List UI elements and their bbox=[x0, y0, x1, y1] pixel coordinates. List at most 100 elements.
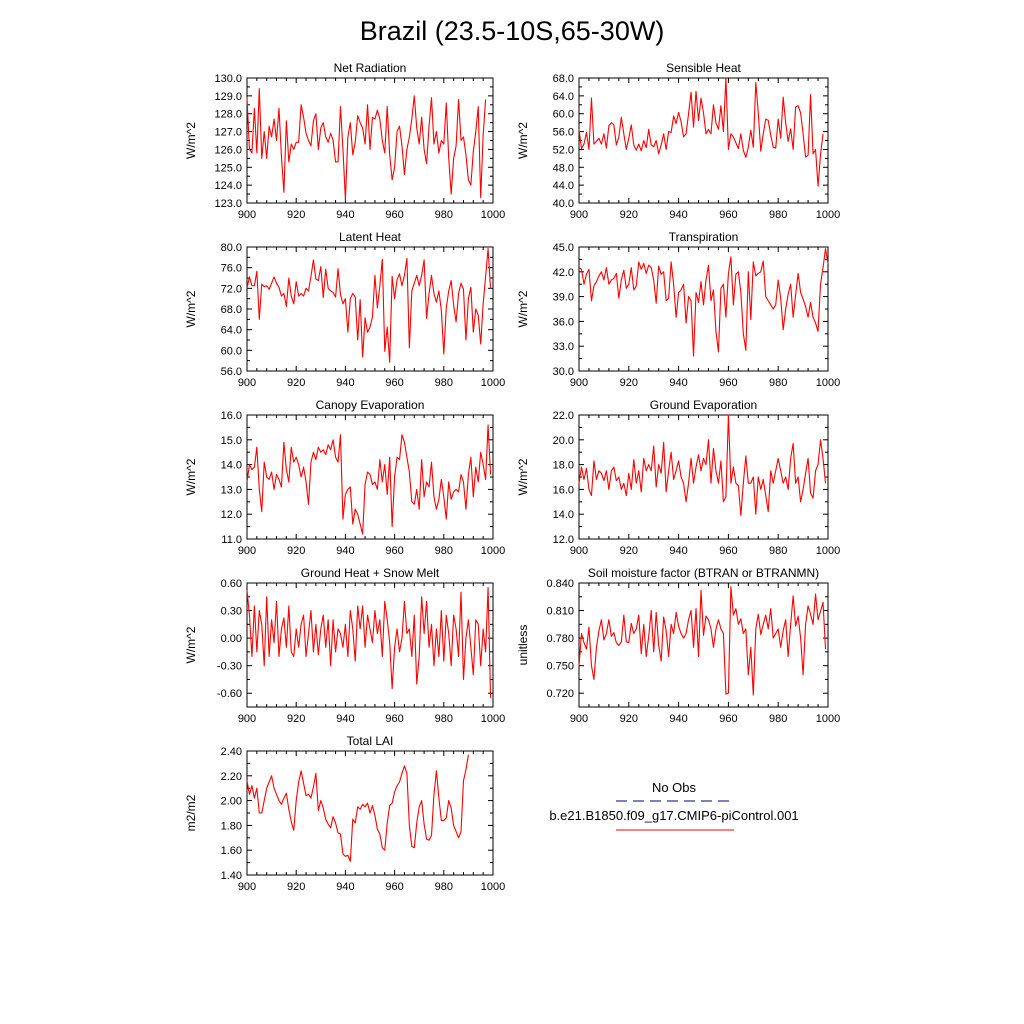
y-tick-label: 16.0 bbox=[553, 484, 574, 496]
y-tick-label: 0.780 bbox=[546, 633, 574, 645]
y-tick-label: 125.0 bbox=[214, 162, 242, 174]
y-tick-label: 12.0 bbox=[221, 509, 242, 521]
y-tick-label: 80.0 bbox=[221, 242, 242, 254]
panel-title: Latent Heat bbox=[339, 230, 402, 244]
y-tick-label: 126.0 bbox=[214, 144, 242, 156]
y-tick-label: 2.40 bbox=[221, 746, 242, 758]
x-tick-label: 940 bbox=[336, 377, 354, 389]
y-tick-label: 52.0 bbox=[553, 144, 574, 156]
y-tick-label: 128.0 bbox=[214, 109, 242, 121]
y-axis-label: unitless bbox=[516, 625, 530, 666]
y-tick-label: 0.810 bbox=[546, 606, 574, 618]
x-tick-label: 940 bbox=[669, 713, 687, 725]
x-tick-label: 940 bbox=[336, 713, 354, 725]
x-tick-label: 920 bbox=[620, 545, 638, 557]
series-line bbox=[578, 248, 829, 357]
y-axis-label: W/m^2 bbox=[516, 290, 530, 327]
y-tick-label: 11.0 bbox=[221, 534, 242, 546]
plot-frame bbox=[578, 414, 829, 540]
x-tick-label: 920 bbox=[287, 209, 305, 221]
legend-obs-label: No Obs bbox=[652, 780, 697, 795]
y-tick-label: -0.30 bbox=[217, 661, 242, 673]
x-tick-label: 980 bbox=[435, 209, 453, 221]
y-tick-label: 2.20 bbox=[221, 771, 242, 783]
x-tick-label: 920 bbox=[620, 377, 638, 389]
y-tick-label: 0.30 bbox=[221, 606, 242, 618]
series-line bbox=[246, 88, 487, 200]
chart-panel: Sensible Heat W/m^2 900 920 940 960 980 1000 68.… bbox=[516, 61, 840, 221]
y-tick-label: 36.0 bbox=[553, 316, 574, 328]
x-tick-label: 920 bbox=[620, 713, 638, 725]
x-tick-label: 1000 bbox=[481, 881, 505, 893]
x-tick-label: 1000 bbox=[816, 545, 840, 557]
y-tick-label: 39.0 bbox=[553, 292, 574, 304]
y-tick-label: 20.0 bbox=[553, 435, 574, 447]
x-tick-label: 900 bbox=[238, 377, 256, 389]
y-tick-label: 0.750 bbox=[546, 661, 574, 673]
panel-title: Total LAI bbox=[347, 734, 394, 748]
x-tick-label: 900 bbox=[238, 209, 256, 221]
x-tick-label: 940 bbox=[669, 209, 687, 221]
x-tick-label: 1000 bbox=[816, 713, 840, 725]
y-tick-label: 48.0 bbox=[553, 162, 574, 174]
y-tick-label: 1.80 bbox=[221, 820, 242, 832]
chart-panel: Latent Heat W/m^2 900 920 940 960 980 1000 80.0 7… bbox=[184, 230, 505, 389]
x-tick-label: 980 bbox=[769, 545, 787, 557]
panel-title: Sensible Heat bbox=[666, 61, 741, 75]
panels: Net Radiation W/m^2 900 920 940 960 980 1000 130… bbox=[184, 61, 840, 893]
x-tick-label: 1000 bbox=[481, 377, 505, 389]
plot-frame bbox=[246, 414, 494, 540]
y-tick-label: 0.60 bbox=[221, 578, 242, 590]
y-tick-label: 68.0 bbox=[553, 73, 574, 85]
x-tick-label: 1000 bbox=[481, 209, 505, 221]
chart-panel: Soil moisture factor (BTRAN or BTRANMN) u… bbox=[516, 566, 840, 725]
x-tick-label: 920 bbox=[287, 881, 305, 893]
y-tick-label: 13.0 bbox=[221, 484, 242, 496]
x-tick-label: 980 bbox=[435, 713, 453, 725]
series-line bbox=[246, 248, 492, 363]
x-tick-label: 960 bbox=[385, 881, 403, 893]
y-tick-label: 123.0 bbox=[214, 198, 242, 210]
x-tick-label: 900 bbox=[238, 713, 256, 725]
x-tick-label: 900 bbox=[238, 545, 256, 557]
x-tick-label: 960 bbox=[385, 545, 403, 557]
plot-frame bbox=[246, 246, 494, 372]
x-tick-label: 960 bbox=[385, 209, 403, 221]
plot-frame bbox=[578, 582, 829, 708]
y-tick-label: -0.60 bbox=[217, 688, 242, 700]
series-line bbox=[246, 754, 469, 862]
x-tick-label: 920 bbox=[287, 545, 305, 557]
x-tick-label: 900 bbox=[238, 881, 256, 893]
panel-title: Soil moisture factor (BTRAN or BTRANMN) bbox=[588, 566, 819, 580]
y-tick-label: 1.40 bbox=[221, 870, 242, 882]
series-line bbox=[246, 424, 492, 535]
y-tick-label: 68.0 bbox=[221, 304, 242, 316]
y-tick-label: 56.0 bbox=[553, 127, 574, 139]
panel-title: Ground Evaporation bbox=[650, 398, 757, 412]
x-tick-label: 980 bbox=[435, 377, 453, 389]
y-tick-label: 76.0 bbox=[221, 263, 242, 275]
x-tick-label: 960 bbox=[719, 545, 737, 557]
x-tick-label: 920 bbox=[287, 713, 305, 725]
y-tick-label: 60.0 bbox=[553, 109, 574, 121]
x-tick-label: 940 bbox=[336, 881, 354, 893]
x-tick-label: 1000 bbox=[481, 545, 505, 557]
y-axis-label: W/m^2 bbox=[184, 290, 198, 327]
y-tick-label: 0.00 bbox=[221, 633, 242, 645]
y-tick-label: 72.0 bbox=[221, 283, 242, 295]
y-axis-label: W/m^2 bbox=[516, 122, 530, 159]
plot-frame bbox=[246, 582, 494, 708]
chart-panel: Ground Evaporation W/m^2 900 920 940 960 980 10… bbox=[516, 398, 840, 557]
y-tick-label: 22.0 bbox=[553, 410, 574, 422]
y-axis-label: W/m^2 bbox=[184, 122, 198, 159]
y-tick-label: 42.0 bbox=[553, 267, 574, 279]
y-tick-label: 124.0 bbox=[214, 180, 242, 192]
y-tick-label: 15.0 bbox=[221, 435, 242, 447]
y-tick-label: 0.720 bbox=[546, 688, 574, 700]
y-tick-label: 14.0 bbox=[221, 460, 242, 472]
x-tick-label: 1000 bbox=[481, 713, 505, 725]
chart-panel: Transpiration W/m^2 900 920 940 960 980 1000 45.… bbox=[516, 230, 840, 389]
x-tick-label: 960 bbox=[385, 713, 403, 725]
x-tick-label: 940 bbox=[336, 545, 354, 557]
